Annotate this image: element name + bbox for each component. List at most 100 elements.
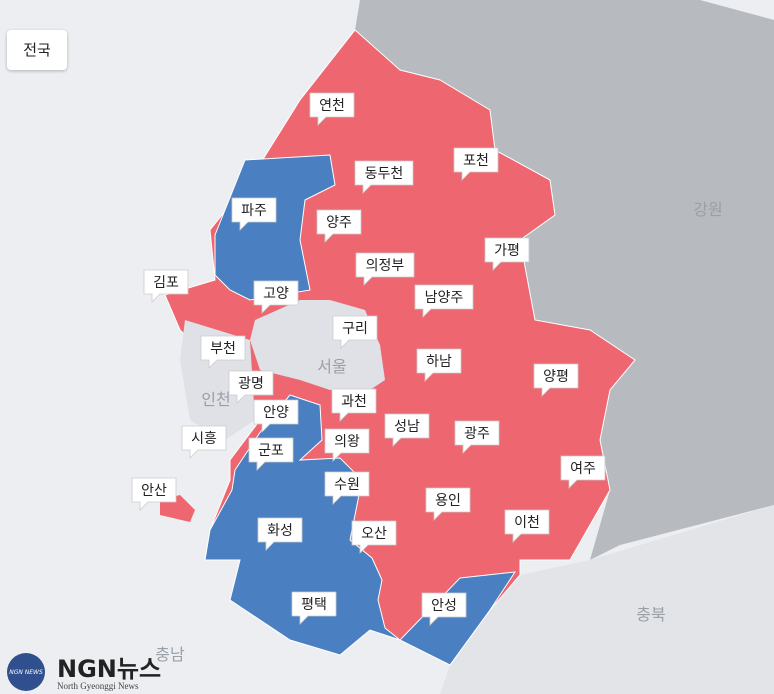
label-box — [332, 315, 378, 349]
region-label[interactable]: 김포 — [143, 269, 189, 303]
region-label[interactable]: 의왕 — [324, 428, 370, 462]
region-name: 의왕 — [334, 434, 360, 450]
label-box — [454, 420, 500, 454]
region-name: 군포 — [258, 443, 284, 459]
region-label[interactable]: 이천 — [504, 509, 550, 543]
region-name: 안산 — [141, 483, 167, 499]
label-box — [504, 509, 550, 543]
region-name: 가평 — [494, 243, 520, 259]
region-label[interactable]: 수원 — [324, 471, 370, 505]
region-name: 평택 — [301, 597, 327, 613]
region-name: 과천 — [341, 394, 367, 410]
label-box — [291, 591, 337, 625]
label-box — [309, 92, 355, 126]
region-label[interactable]: 고양 — [253, 280, 299, 314]
region-label[interactable]: 가평 — [484, 237, 530, 271]
region-name: 성남 — [394, 419, 420, 435]
label-box — [324, 428, 370, 462]
region-label[interactable]: 과천 — [331, 388, 377, 422]
region-name: 의정부 — [366, 258, 405, 274]
region-label[interactable]: 광주 — [454, 420, 500, 454]
region-label[interactable]: 의정부 — [355, 252, 415, 286]
region-name: 포천 — [463, 153, 489, 169]
blue-north — [214, 154, 336, 301]
region-name: 안성 — [431, 598, 457, 614]
label-box — [384, 413, 430, 447]
region-label[interactable]: 여주 — [560, 455, 606, 489]
region-name: 구리 — [342, 321, 368, 337]
area-label: 인천 — [201, 390, 230, 409]
region-name: 부천 — [210, 341, 236, 357]
region-name: 양주 — [326, 215, 352, 231]
area-label: 충북 — [636, 605, 665, 624]
label-box — [181, 425, 227, 459]
region-label[interactable]: 부천 — [200, 335, 246, 369]
label-box — [355, 252, 415, 286]
region-label[interactable]: 오산 — [351, 520, 397, 554]
region-label[interactable]: 용인 — [425, 487, 471, 521]
region-label[interactable]: 동두천 — [354, 160, 414, 194]
area-label: 서울 — [317, 357, 346, 376]
label-box — [253, 399, 299, 433]
region-name: 양평 — [543, 369, 569, 385]
region-label[interactable]: 성남 — [384, 413, 430, 447]
filter-button[interactable]: 전국 — [7, 30, 67, 70]
region-name: 광명 — [238, 376, 264, 392]
region-name: 파주 — [241, 203, 267, 219]
label-box — [143, 269, 189, 303]
region-label[interactable]: 양주 — [316, 209, 362, 243]
region-name: 하남 — [426, 354, 452, 370]
region-label[interactable]: 안산 — [131, 477, 177, 511]
label-box — [231, 197, 277, 231]
region-label[interactable]: 평택 — [291, 591, 337, 625]
region-name: 시흥 — [191, 431, 217, 447]
region-name: 동두천 — [365, 166, 404, 182]
label-box — [331, 388, 377, 422]
logo-title: NGN뉴스 — [57, 655, 161, 683]
region-label[interactable]: 구리 — [332, 315, 378, 349]
region-label[interactable]: 포천 — [453, 147, 499, 181]
region-name: 이천 — [514, 515, 540, 531]
logo-mark — [7, 653, 45, 691]
label-box — [425, 487, 471, 521]
region-label[interactable]: 화성 — [257, 517, 303, 551]
region-label[interactable]: 남양주 — [414, 284, 474, 318]
label-box — [324, 471, 370, 505]
region-name: 안양 — [263, 405, 289, 421]
region-name: 화성 — [267, 523, 293, 539]
region-name: 오산 — [361, 526, 387, 542]
label-box — [484, 237, 530, 271]
label-box — [200, 335, 246, 369]
region-name: 남양주 — [425, 290, 464, 306]
region-label[interactable]: 광명 — [228, 370, 274, 404]
region-name: 수원 — [334, 477, 360, 493]
region-label[interactable]: 연천 — [309, 92, 355, 126]
label-box — [316, 209, 362, 243]
region-name: 광주 — [464, 426, 490, 442]
area-label: 충남 — [155, 645, 185, 664]
label-box — [257, 517, 303, 551]
chungbuk — [440, 505, 774, 694]
region-name: 연천 — [319, 98, 345, 114]
region-label[interactable]: 파주 — [231, 197, 277, 231]
label-box — [228, 370, 274, 404]
region-label[interactable]: 안양 — [253, 399, 299, 433]
label-box — [533, 363, 579, 397]
region-name: 용인 — [435, 493, 461, 509]
label-box — [421, 592, 467, 626]
region-label[interactable]: 시흥 — [181, 425, 227, 459]
region-label[interactable]: 군포 — [248, 437, 294, 471]
region-label[interactable]: 양평 — [533, 363, 579, 397]
region-label[interactable]: 안성 — [421, 592, 467, 626]
label-box — [560, 455, 606, 489]
label-box — [453, 147, 499, 181]
logo: NGN NEWS NGN뉴스 North Gyeonggi News — [7, 653, 161, 691]
label-box — [354, 160, 414, 194]
region-name: 김포 — [153, 275, 179, 291]
label-box — [414, 284, 474, 318]
region-name: 고양 — [263, 286, 289, 302]
label-box — [416, 348, 462, 382]
region-label[interactable]: 하남 — [416, 348, 462, 382]
